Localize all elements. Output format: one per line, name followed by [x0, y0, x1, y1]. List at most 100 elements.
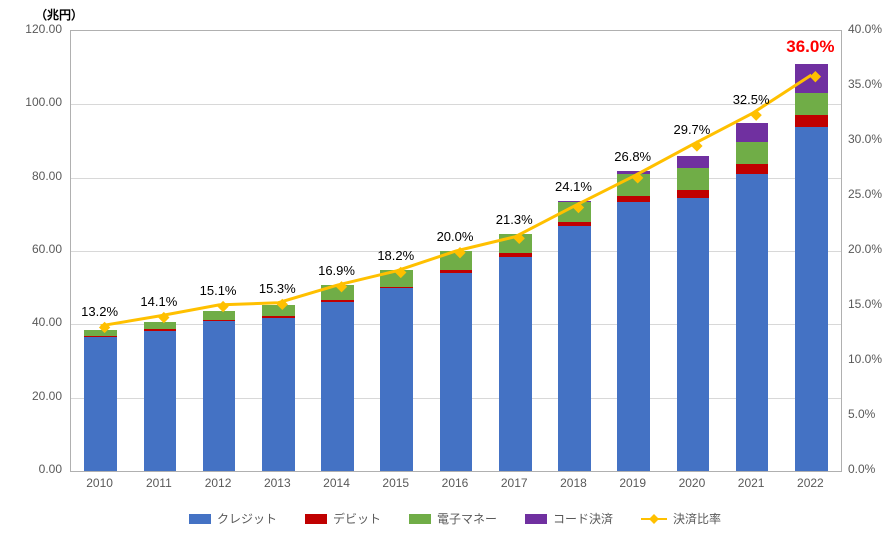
x-tick: 2014 — [323, 476, 350, 490]
legend-label: 決済比率 — [673, 510, 721, 527]
y-left-tick: 40.00 — [12, 315, 62, 329]
payment-chart: （兆円） 0.00 20.00 40.00 60.00 80.00 100.00 120.00… — [0, 0, 886, 545]
bar-group — [617, 31, 650, 471]
y-left-tick: 0.00 — [12, 462, 62, 476]
line-data-label: 29.7% — [673, 122, 710, 137]
x-tick: 2010 — [86, 476, 113, 490]
legend-swatch — [525, 514, 547, 524]
legend-item: コード決済 — [525, 510, 613, 527]
bar-segment — [84, 337, 117, 471]
x-tick: 2015 — [382, 476, 409, 490]
x-tick: 2018 — [560, 476, 587, 490]
legend-label: クレジット — [217, 510, 277, 527]
line-data-label: 15.1% — [200, 283, 237, 298]
bar-segment — [617, 174, 650, 195]
line-data-label: 21.3% — [496, 212, 533, 227]
bar-segment — [617, 171, 650, 175]
bar-segment — [440, 273, 473, 471]
bar-group — [677, 31, 710, 471]
bar-group — [84, 31, 117, 471]
x-tick: 2020 — [679, 476, 706, 490]
bar-segment — [677, 168, 710, 190]
y-right-tick: 15.0% — [848, 297, 882, 311]
bar-group — [499, 31, 532, 471]
bar-group — [262, 31, 295, 471]
bar-segment — [795, 127, 828, 471]
bar-segment — [84, 336, 117, 337]
bar-segment — [262, 318, 295, 471]
bar-segment — [558, 201, 591, 202]
bar-segment — [617, 202, 650, 471]
bar-segment — [677, 198, 710, 471]
legend-label: 電子マネー — [437, 510, 497, 527]
y-right-tick: 0.0% — [848, 462, 875, 476]
bar-segment — [736, 164, 769, 174]
bar-segment — [144, 322, 177, 329]
bar-segment — [558, 202, 591, 222]
line-data-label: 13.2% — [81, 304, 118, 319]
bar-segment — [144, 331, 177, 471]
bar-segment — [736, 142, 769, 164]
x-tick: 2011 — [146, 476, 172, 490]
bar-segment — [203, 311, 236, 320]
bar-segment — [380, 270, 413, 287]
bar-group — [203, 31, 236, 471]
bar-segment — [321, 285, 354, 300]
legend-item: デビット — [305, 510, 381, 527]
y-right-tick: 5.0% — [848, 407, 875, 421]
line-data-label: 24.1% — [555, 179, 592, 194]
legend-label: コード決済 — [553, 510, 613, 527]
line-data-label: 36.0% — [786, 37, 834, 57]
bar-segment — [499, 234, 532, 253]
bar-segment — [736, 123, 769, 142]
y-left-tick: 60.00 — [12, 242, 62, 256]
line-data-label: 32.5% — [733, 92, 770, 107]
y-right-tick: 20.0% — [848, 242, 882, 256]
y-left-tick: 120.00 — [12, 22, 62, 36]
line-data-label: 14.1% — [140, 294, 177, 309]
x-tick: 2019 — [619, 476, 646, 490]
y-right-tick: 10.0% — [848, 352, 882, 366]
y-left-tick: 100.00 — [12, 95, 62, 109]
y-right-tick: 35.0% — [848, 77, 882, 91]
bar-segment — [795, 64, 828, 93]
bar-segment — [558, 226, 591, 471]
bar-segment — [440, 251, 473, 270]
bar-segment — [499, 257, 532, 471]
y-left-tick: 20.00 — [12, 389, 62, 403]
legend-swatch — [409, 514, 431, 524]
x-tick: 2022 — [797, 476, 824, 490]
bar-segment — [558, 222, 591, 227]
bar-group — [558, 31, 591, 471]
bar-segment — [380, 288, 413, 471]
line-data-label: 15.3% — [259, 281, 296, 296]
plot-area — [70, 30, 842, 472]
legend-label: デビット — [333, 510, 381, 527]
bar-segment — [499, 253, 532, 257]
bar-segment — [617, 196, 650, 202]
bar-group — [144, 31, 177, 471]
line-data-label: 18.2% — [377, 248, 414, 263]
x-tick: 2012 — [205, 476, 232, 490]
x-tick: 2017 — [501, 476, 528, 490]
legend-line-icon — [641, 512, 667, 526]
bar-segment — [84, 330, 117, 336]
bar-segment — [380, 287, 413, 289]
bar-segment — [262, 316, 295, 317]
bar-segment — [321, 300, 354, 301]
bar-segment — [736, 174, 769, 471]
bar-segment — [440, 270, 473, 273]
bar-segment — [795, 115, 828, 127]
y-axis-title: （兆円） — [35, 6, 83, 23]
legend-swatch — [305, 514, 327, 524]
bar-segment — [677, 156, 710, 168]
y-right-tick: 30.0% — [848, 132, 882, 146]
bar-group — [440, 31, 473, 471]
bar-group — [795, 31, 828, 471]
bar-segment — [262, 305, 295, 316]
x-tick: 2013 — [264, 476, 291, 490]
y-left-tick: 80.00 — [12, 169, 62, 183]
bar-group — [321, 31, 354, 471]
x-tick: 2016 — [442, 476, 469, 490]
legend-swatch — [189, 514, 211, 524]
